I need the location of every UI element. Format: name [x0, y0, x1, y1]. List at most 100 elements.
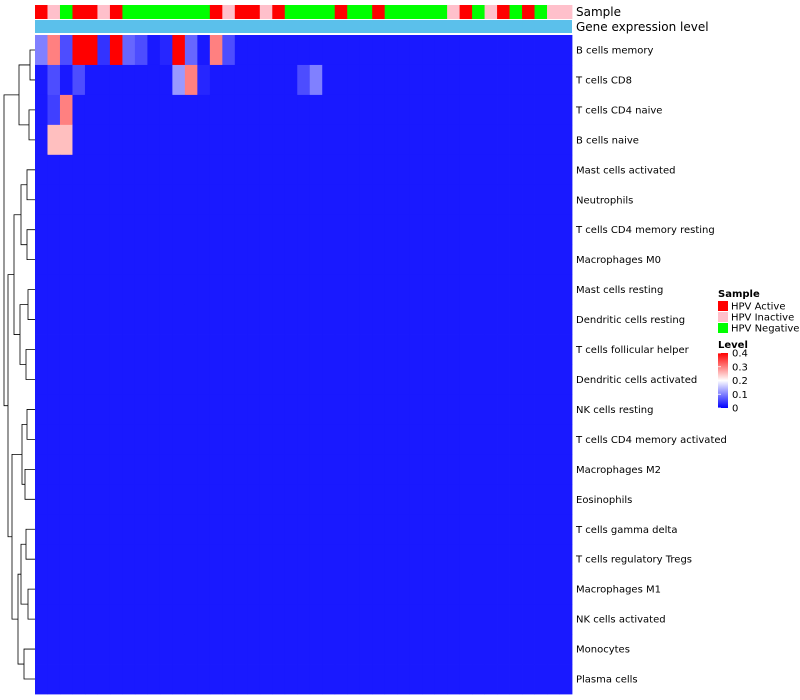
heatmap-cell [447, 604, 461, 635]
heatmap-cell [59, 454, 73, 485]
heatmap-cell [484, 604, 498, 635]
heatmap-cell [284, 514, 298, 545]
heatmap-cell [259, 634, 273, 665]
heatmap-cell [309, 604, 323, 635]
heatmap-cell [547, 544, 560, 575]
heatmap-cell [522, 664, 535, 695]
heatmap-cell [434, 214, 448, 246]
row-label: Neutrophils [576, 195, 633, 206]
heatmap-cell [35, 364, 48, 395]
heatmap-cell [497, 64, 510, 96]
heatmap-cell [272, 634, 286, 665]
heatmap-cell [384, 124, 398, 156]
heatmap-cell [197, 304, 211, 335]
heatmap-cell [309, 154, 323, 186]
heatmap-cell [209, 574, 223, 605]
heatmap-cell [272, 424, 286, 455]
heatmap-cell [384, 154, 398, 186]
heatmap-cell [347, 244, 361, 276]
legend-level-ticks: 0.4 0.3 0.2 0.1 0 [718, 349, 748, 415]
heatmap-cell [534, 424, 548, 455]
heatmap-cell [509, 304, 523, 335]
heatmap-cell [209, 664, 223, 695]
sample-annotation-cell [509, 5, 523, 19]
heatmap-cell [272, 544, 286, 575]
heatmap-cell [47, 35, 61, 66]
heatmap-cell [359, 424, 373, 455]
heatmap-cell [172, 244, 186, 276]
heatmap-cell [172, 604, 186, 635]
heatmap-cell [59, 604, 73, 635]
heatmap-cell [397, 214, 411, 246]
heatmap-cell [184, 604, 198, 635]
sample-annotation-cell [409, 5, 423, 19]
heatmap-cell [184, 184, 198, 216]
heatmap-cell [372, 64, 386, 96]
heatmap-cell [35, 454, 48, 485]
heatmap-cell [522, 334, 535, 365]
heatmap-cell [84, 454, 98, 485]
heatmap-cell [284, 424, 298, 455]
heatmap-cell [422, 154, 436, 186]
heatmap-cell [159, 514, 173, 545]
heatmap-cell [247, 184, 261, 216]
row-label: Macrophages M1 [576, 585, 661, 596]
row-label: T cells CD4 naive [575, 105, 662, 116]
heatmap-cell [559, 64, 573, 96]
heatmap-cell [409, 64, 423, 96]
heatmap-cell [97, 94, 111, 126]
heatmap-cell [234, 664, 248, 695]
heatmap-cell [284, 484, 298, 515]
heatmap-cell [397, 124, 411, 156]
heatmap-cell [122, 514, 136, 545]
heatmap-cell [272, 364, 286, 395]
heatmap-cell [147, 274, 161, 305]
heatmap-cell [222, 454, 236, 485]
heatmap-cell [547, 574, 560, 605]
heatmap-cell [384, 334, 398, 365]
heatmap-cell [497, 424, 510, 455]
heatmap-cell [147, 544, 161, 575]
heatmap-cell [247, 424, 261, 455]
heatmap-cell [59, 94, 73, 126]
dendrogram-branch [7, 274, 14, 538]
heatmap-cell [234, 634, 248, 665]
heatmap-cell [547, 124, 560, 156]
heatmap-cell [184, 94, 198, 126]
heatmap-cell [259, 604, 273, 635]
heatmap-cell [97, 634, 111, 665]
heatmap-cell [534, 514, 548, 545]
heatmap-cell [484, 484, 498, 515]
heatmap-cell [84, 154, 98, 186]
heatmap-cell [559, 604, 573, 635]
heatmap-cell [35, 394, 48, 425]
heatmap-cell [509, 424, 523, 455]
heatmap-cell [122, 214, 136, 246]
heatmap-cell [35, 604, 48, 635]
heatmap-cell [322, 394, 336, 425]
heatmap-cell [147, 394, 161, 425]
row-dendrogram [3, 49, 35, 680]
heatmap-cell [147, 634, 161, 665]
heatmap-cell [259, 64, 273, 96]
legend-sample-label: HPV Negative [731, 324, 799, 335]
heatmap-cell [172, 634, 186, 665]
heatmap-cell [297, 274, 311, 305]
heatmap-cell [397, 274, 411, 305]
heatmap-cell [534, 394, 548, 425]
heatmap-cell [509, 94, 523, 126]
heatmap-cell [197, 64, 211, 96]
heatmap-cell [472, 394, 485, 425]
heatmap-cell [297, 454, 311, 485]
heatmap-cell [347, 514, 361, 545]
heatmap-cell [309, 664, 323, 695]
heatmap-cell [434, 244, 448, 276]
heatmap-cell [359, 484, 373, 515]
sample-annotation-cell [272, 5, 286, 19]
heatmap-cell [434, 664, 448, 695]
heatmap-cell [459, 304, 473, 335]
heatmap-cell [297, 304, 311, 335]
heatmap-cell [35, 214, 48, 246]
heatmap-cell [297, 634, 311, 665]
heatmap-cell [547, 94, 560, 126]
